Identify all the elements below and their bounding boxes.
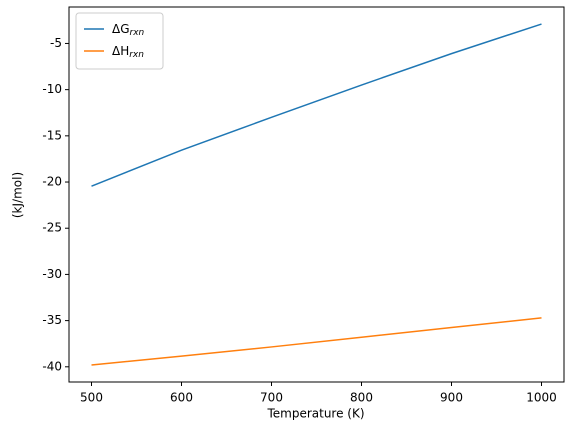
- y-tick-label: -30: [42, 267, 62, 281]
- y-tick-label: -15: [42, 128, 62, 142]
- legend-subscript: rxn: [129, 50, 144, 60]
- x-tick-label: 1000: [526, 391, 557, 405]
- legend-box: [75, 12, 164, 70]
- y-tick-label: -20: [42, 175, 62, 189]
- legend-label: ΔHrxn: [112, 44, 144, 60]
- y-tick-label: -10: [42, 82, 62, 96]
- legend-label: ΔGrxn: [112, 22, 145, 38]
- y-axis-label: (kJ/mol): [11, 172, 25, 218]
- y-tick-label: -25: [42, 221, 62, 235]
- x-tick-label: 900: [440, 391, 463, 405]
- legend-subscript: rxn: [130, 28, 145, 38]
- legend-name: ΔH: [112, 44, 129, 58]
- line-series: [91, 23, 542, 187]
- x-tick-label: 600: [170, 391, 193, 405]
- x-axis-label: Temperature (K): [266, 407, 364, 421]
- legend-name: ΔG: [112, 22, 130, 36]
- line-series: [91, 317, 542, 366]
- x-tick-label: 700: [260, 391, 283, 405]
- y-tick-label: -5: [50, 36, 62, 50]
- x-tick-label: 800: [350, 391, 373, 405]
- x-tick-label: 500: [80, 391, 103, 405]
- y-tick-label: -40: [42, 359, 62, 373]
- plot-frame: [68, 6, 565, 383]
- y-tick-label: -35: [42, 313, 62, 327]
